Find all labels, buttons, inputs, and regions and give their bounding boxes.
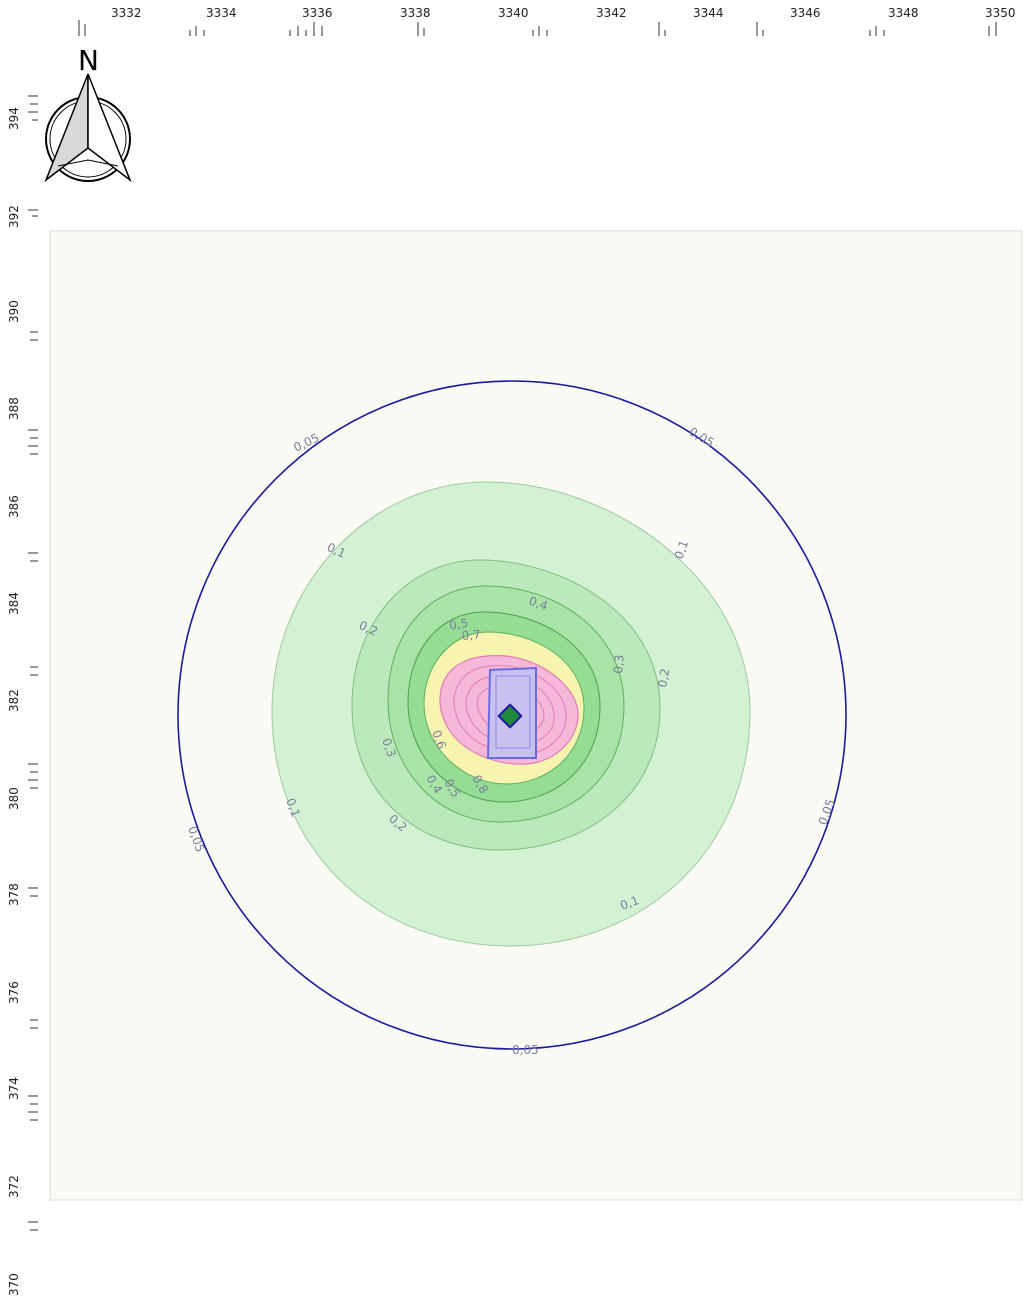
- y-tick-label: 382: [7, 689, 21, 712]
- y-tick-label: 386: [7, 495, 21, 518]
- contour-label: 0,5: [448, 616, 469, 633]
- x-tick-label: 3336: [302, 6, 333, 20]
- x-tick-label: 3344: [693, 6, 724, 20]
- y-tick-label: 372: [7, 1175, 21, 1198]
- y-tick-label: 376: [7, 981, 21, 1004]
- contour-label: 0,3: [611, 654, 627, 674]
- contour-label: 0,1: [672, 538, 692, 561]
- x-axis-labels: 3332 3334 3336 3338 3340 3342 3344 3346 …: [111, 6, 1016, 20]
- x-tick-label: 3332: [111, 6, 142, 20]
- y-axis-labels: 394 392 390 388 386 384 382 380 378 376 …: [7, 107, 21, 1296]
- contour-label: 0,1: [283, 796, 303, 819]
- outer-contour-0-05: [177, 380, 847, 1050]
- x-tick-label: 3334: [206, 6, 237, 20]
- y-tick-label: 392: [7, 205, 21, 228]
- y-tick-label: 388: [7, 397, 21, 420]
- contour-label: 0,6: [429, 728, 449, 751]
- y-tick-label: 378: [7, 883, 21, 906]
- x-axis-ticks: [78, 20, 997, 36]
- y-tick-label: 390: [7, 300, 21, 323]
- y-tick-label: 384: [7, 592, 21, 615]
- x-tick-label: 3346: [790, 6, 821, 20]
- y-tick-label: 380: [7, 787, 21, 810]
- x-tick-label: 3342: [596, 6, 627, 20]
- x-tick-label: 3338: [400, 6, 431, 20]
- north-label: N: [78, 44, 99, 77]
- north-arrow-icon: N: [44, 44, 132, 183]
- contour-label: 0,3: [379, 736, 399, 759]
- concentration-zones: [271, 481, 751, 947]
- y-axis-ticks: [28, 95, 38, 1231]
- contour-label: 0,05: [512, 1043, 539, 1057]
- contour-label: 0,1: [618, 893, 641, 913]
- y-tick-label: 374: [7, 1077, 21, 1100]
- x-tick-label: 3340: [498, 6, 529, 20]
- y-tick-label: 394: [7, 107, 21, 130]
- source-marker-icon: [497, 703, 523, 729]
- contour-label: 0,2: [655, 667, 672, 688]
- y-tick-label: 370: [7, 1273, 21, 1296]
- contour-label: 0,4: [527, 594, 550, 614]
- x-tick-label: 3350: [985, 6, 1016, 20]
- contour-label: 0,7: [461, 627, 481, 643]
- x-tick-label: 3348: [888, 6, 919, 20]
